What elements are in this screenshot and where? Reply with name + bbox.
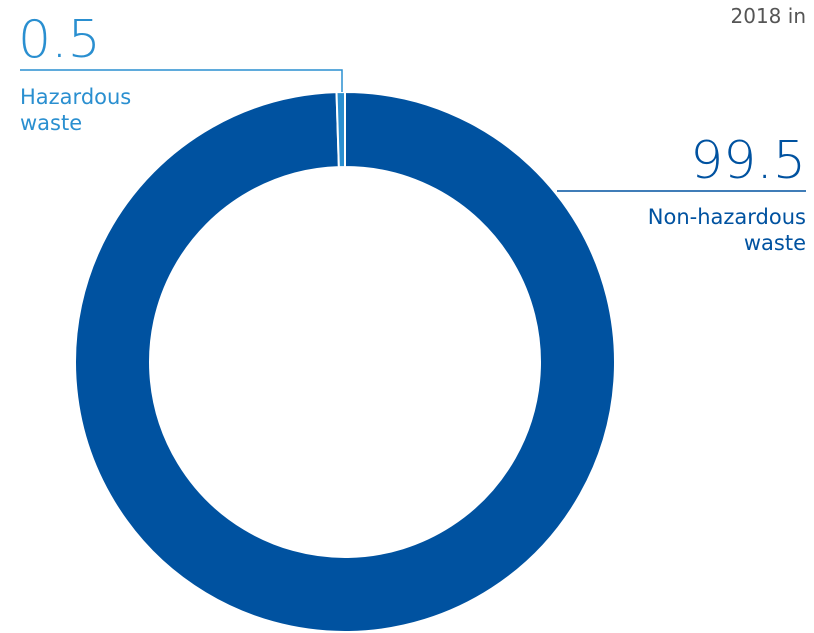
slices (74, 90, 616, 633)
value-label: 0.5 (18, 10, 101, 70)
value-label: 99.5 (690, 131, 806, 191)
donut-slice (74, 90, 616, 633)
chart-title: 2018 in (730, 4, 807, 28)
slice-label: Hazardous waste (20, 85, 132, 135)
slice-label: Non-hazardous waste (647, 205, 806, 255)
donut-slice (335, 90, 346, 169)
leader-line (20, 69, 343, 92)
